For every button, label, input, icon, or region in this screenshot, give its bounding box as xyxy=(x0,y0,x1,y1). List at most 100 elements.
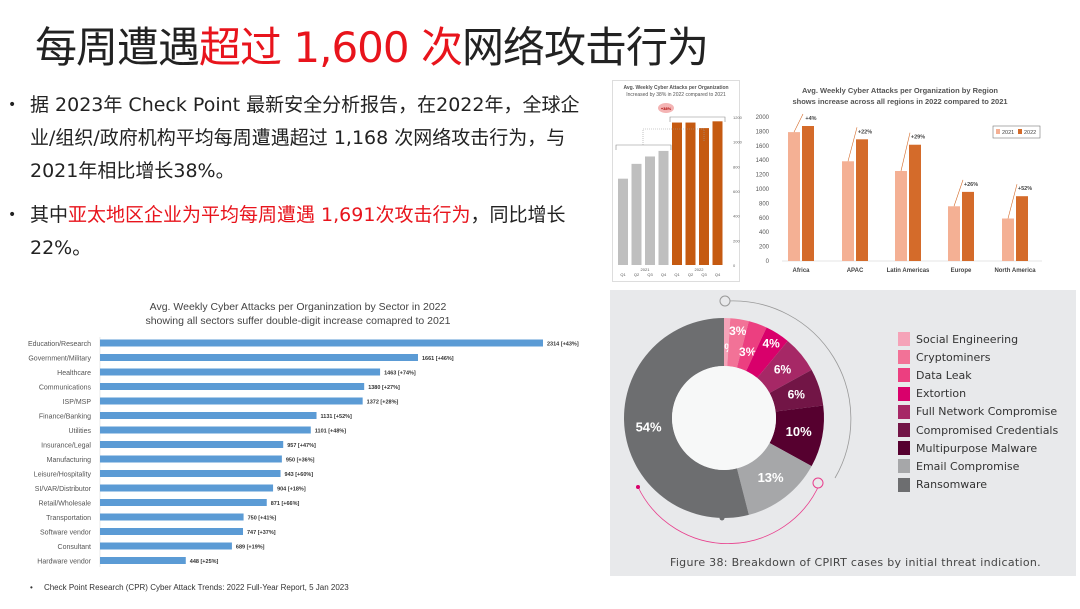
region-bar-2021 xyxy=(842,161,854,261)
y-tick-label: 1400 xyxy=(756,158,770,164)
increase-arrow xyxy=(953,179,964,207)
region-subtitle: shows increase across all regions in 202… xyxy=(792,97,1007,106)
sector-bar xyxy=(100,557,186,564)
y-tick-label: 1600 xyxy=(756,144,770,150)
legend-item: Social Engineering xyxy=(898,330,1058,348)
region-bar-2021 xyxy=(788,132,800,261)
legend-label: Extortion xyxy=(916,387,967,401)
x-tick-label: Q1 xyxy=(620,272,626,277)
donut-label: 6% xyxy=(774,363,792,377)
donut-label: 3% xyxy=(739,345,757,359)
y-tick-label: 1000 xyxy=(733,140,743,145)
sector-label: Retail/Wholesale xyxy=(38,501,91,508)
region-bar-2021 xyxy=(895,171,907,261)
quarter-bar xyxy=(685,122,696,265)
x-tick-label: North America xyxy=(994,268,1036,274)
y-tick-label: 600 xyxy=(733,189,740,194)
sector-value-label: 957 [+47%] xyxy=(287,443,316,449)
sector-value-label: 943 [+60%] xyxy=(285,472,314,478)
y-tick-label: 0 xyxy=(766,259,770,265)
donut-label: 13% xyxy=(758,470,784,485)
quarter-bar xyxy=(658,150,669,265)
sector-bar xyxy=(100,470,281,477)
sector-value-label: 904 [+18%] xyxy=(277,487,306,493)
quarterly-chart-frame xyxy=(612,80,740,282)
legend-item: Extortion xyxy=(898,385,1058,403)
sector-label: Consultant xyxy=(58,544,92,551)
decor-arc xyxy=(726,300,852,479)
increase-arrow xyxy=(1007,184,1018,219)
sector-value-label: 1372 [+28%] xyxy=(367,400,399,406)
increase-label: +52% xyxy=(1018,186,1032,192)
legend-label: Compromised Credentials xyxy=(916,423,1059,437)
y-tick-label: 200 xyxy=(759,245,770,251)
donut-slice xyxy=(736,321,767,371)
title-part: 网络攻击行为 xyxy=(461,23,709,72)
x-tick-label: Q4 xyxy=(661,272,667,277)
legend-item: Cryptominers xyxy=(898,348,1058,366)
donut-label: 10% xyxy=(786,424,812,439)
donut-hole xyxy=(672,366,776,470)
y-tick-label: 1000 xyxy=(756,187,770,193)
region-title: Avg. Weekly Cyber Attacks per Organizati… xyxy=(802,86,998,95)
decor-ring xyxy=(719,295,731,307)
y-tick-label: 400 xyxy=(759,230,770,236)
group-label: 2021 xyxy=(641,267,651,272)
legend-swatch xyxy=(898,441,910,456)
donut-slice xyxy=(769,369,824,412)
connector xyxy=(642,128,705,145)
donut-caption: Figure 38: Breakdown of CPIRT cases by i… xyxy=(670,556,1041,569)
sector-label: Software vendor xyxy=(40,530,92,537)
legend-swatch xyxy=(898,404,910,419)
y-tick-label: 0 xyxy=(733,263,736,268)
sector-label: Education/Research xyxy=(28,341,91,348)
legend-label: 2021 xyxy=(1002,130,1014,136)
sector-label: SI/VAR/Distributor xyxy=(35,486,92,493)
sector-bar xyxy=(100,397,363,405)
region-bar-2022 xyxy=(909,144,921,261)
sector-value-label: 1661 [+46%] xyxy=(422,356,454,362)
quarter-bar xyxy=(712,121,723,265)
bullet-highlight: 亚太地区企业为平均每周遭遇 1,691次攻击行为 xyxy=(68,204,471,226)
region-bar-2021 xyxy=(948,206,960,261)
increase-label: +4% xyxy=(805,116,816,122)
x-tick-label: Q4 xyxy=(715,272,721,277)
sector-value-label: 950 [+36%] xyxy=(286,458,315,464)
sector-value-label: 750 [+41%] xyxy=(248,516,277,522)
slide-title: 每周遭遇超过 1,600 次网络攻击行为 xyxy=(35,14,709,75)
sector-label: Manufacturing xyxy=(47,457,91,464)
legend-box xyxy=(992,125,1041,139)
bullet-2: • 其中亚太地区企业为平均每周遭遇 1,691次攻击行为，同比增长22%。 xyxy=(8,199,598,265)
title-part: 每周遭遇 xyxy=(35,23,200,72)
sector-label: ISP/MSP xyxy=(63,399,92,406)
x-tick-label: Q2 xyxy=(634,272,640,277)
x-tick-label: Q3 xyxy=(647,272,653,277)
legend-swatch xyxy=(1018,129,1022,134)
donut-slice xyxy=(736,443,812,515)
legend-label: Social Engineering xyxy=(916,332,1019,346)
legend-swatch xyxy=(898,459,910,474)
bullet-marker: • xyxy=(8,97,17,113)
sector-value-label: 1131 [+52%] xyxy=(321,414,353,420)
footnote-text: Check Point Research (CPR) Cyber Attack … xyxy=(43,583,349,592)
legend-label: Email Compromise xyxy=(916,459,1020,473)
donut-slice xyxy=(624,318,749,518)
quarterly-subtitle: Increased by 38% in 2022 compared to 202… xyxy=(626,92,726,98)
sector-label: Healthcare xyxy=(57,370,91,377)
y-tick-label: 600 xyxy=(759,216,770,222)
y-tick-label: 1200 xyxy=(756,173,770,179)
sector-value-label: 1380 [+27%] xyxy=(368,385,400,391)
sector-value-label: 871 [+66%] xyxy=(271,501,300,507)
legend-swatch xyxy=(898,350,910,365)
legend-swatch xyxy=(996,129,1000,134)
bullet-1: • 据 2023年 Check Point 最新安全分析报告，在2022年，全球企… xyxy=(8,89,598,188)
sector-bar xyxy=(100,383,365,390)
legend-swatch xyxy=(898,423,910,438)
x-tick-label: Europe xyxy=(951,268,972,274)
annotation-label: +38% xyxy=(661,106,672,111)
sector-value-label: 747 [+37%] xyxy=(247,530,276,536)
quarter-bar xyxy=(672,122,682,265)
sector-value-label: 448 [+25%] xyxy=(190,559,219,565)
legend-label: Multipurpose Malware xyxy=(916,441,1038,455)
donut-slice xyxy=(746,327,788,378)
